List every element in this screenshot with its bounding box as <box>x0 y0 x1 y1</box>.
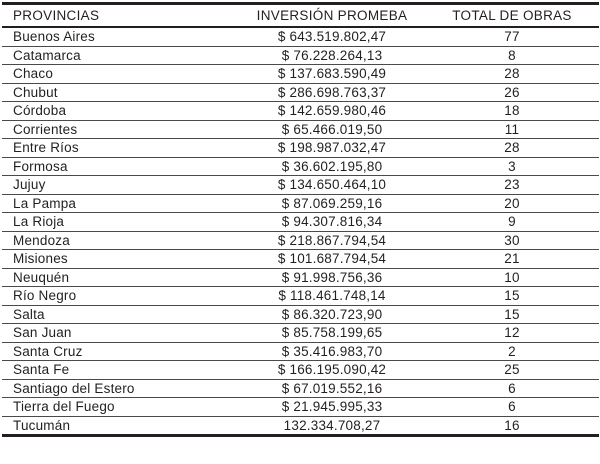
cell-provincia: Córdoba <box>2 101 239 121</box>
table-row: La Rioja $ 94.307.816,34 9 <box>2 212 599 232</box>
cell-inversion: $ 118.461.748,14 <box>239 286 425 306</box>
cell-inversion: $ 94.307.816,34 <box>239 212 425 232</box>
cell-provincia: Jujuy <box>2 175 239 195</box>
cell-provincia: La Pampa <box>2 194 239 213</box>
cell-provincia: Santa Fe <box>2 360 239 380</box>
cell-provincia: Formosa <box>2 157 239 176</box>
cell-inversion: 132.334.708,27 <box>283 417 381 433</box>
table-row: Córdoba $ 142.659.980,46 18 <box>2 101 599 121</box>
table-row: Corrientes $ 65.466.019,50 11 <box>2 120 599 139</box>
cell-provincia: Buenos Aires <box>2 27 239 47</box>
cell-provincia: Río Negro <box>2 286 239 306</box>
table-row: Buenos Aires $ 643.519.802,47 77 <box>2 27 599 47</box>
cell-provincia: Misiones <box>2 249 239 269</box>
cell-provincia: Tucumán <box>13 417 71 433</box>
cell-inversion: $ 86.320.723,90 <box>239 305 425 324</box>
cell-obras: 6 <box>425 379 599 398</box>
cell-obras: 21 <box>425 249 599 269</box>
table-row: Santiago del Estero $ 67.019.552,16 6 <box>2 379 599 398</box>
cell-provincia: La Rioja <box>2 212 239 232</box>
table-row: Salta $ 86.320.723,90 15 <box>2 305 599 324</box>
cell-provincia: Chaco <box>2 64 239 84</box>
cell-obras: 77 <box>425 27 599 47</box>
cell-obras: 26 <box>425 83 599 102</box>
table-row: Chubut $ 286.698.763,37 26 <box>2 83 599 102</box>
cell-inversion: $ 67.019.552,16 <box>239 379 425 398</box>
table-row: Entre Ríos $ 198.987.032,47 28 <box>2 138 599 158</box>
cell-inversion: $ 137.683.590,49 <box>239 64 425 84</box>
header-total-de-obras: TOTAL DE OBRAS <box>425 3 599 28</box>
cell-provincia: Neuquén <box>2 268 239 287</box>
cell-inversion: $ 87.069.259,16 <box>239 194 425 213</box>
cell-obras: 9 <box>425 212 599 232</box>
header-row: PROVINCIAS INVERSIÓN PROMEBA TOTAL DE OB… <box>2 3 599 28</box>
cell-inversion: $ 286.698.763,37 <box>239 83 425 102</box>
cell-inversion: $ 142.659.980,46 <box>239 101 425 121</box>
cell-obras: 16 <box>504 417 520 433</box>
table-row: San Juan $ 85.758.199,65 12 <box>2 323 599 343</box>
cell-provincia: San Juan <box>2 323 239 343</box>
cell-obras: 28 <box>425 138 599 158</box>
cell-inversion: $ 134.650.464,10 <box>239 175 425 195</box>
table-row: Misiones $ 101.687.794,54 21 <box>2 249 599 269</box>
cell-obras: 28 <box>425 64 599 84</box>
table-row: Santa Cruz $ 35.416.983,70 2 <box>2 342 599 361</box>
table-row: La Pampa $ 87.069.259,16 20 <box>2 194 599 213</box>
cell-inversion: $ 85.758.199,65 <box>239 323 425 343</box>
cell-provincia: Santa Cruz <box>2 342 239 361</box>
cell-obras: 11 <box>425 120 599 139</box>
provincias-investment-table: PROVINCIAS INVERSIÓN PROMEBA TOTAL DE OB… <box>2 2 599 437</box>
cell-obras: 8 <box>425 46 599 65</box>
cell-provincia: Mendoza <box>2 231 239 250</box>
table-row: Santa Fe $ 166.195.090,42 25 <box>2 360 599 380</box>
cell-inversion: $ 101.687.794,54 <box>239 249 425 269</box>
cell-obras: 23 <box>425 175 599 195</box>
table-row: Neuquén $ 91.998.756,36 10 <box>2 268 599 287</box>
cell-inversion: $ 218.867.794,54 <box>239 231 425 250</box>
table-row: Tucumán 132.334.708,27 16 <box>2 416 599 436</box>
cell-obras: 12 <box>425 323 599 343</box>
cell-obras: 30 <box>425 231 599 250</box>
table-row: Catamarca $ 76.228.264,13 8 <box>2 46 599 65</box>
header-provincias: PROVINCIAS <box>2 3 239 28</box>
table-row: Jujuy $ 134.650.464,10 23 <box>2 175 599 195</box>
cell-inversion: $ 166.195.090,42 <box>239 360 425 380</box>
cell-inversion: $ 35.416.983,70 <box>239 342 425 361</box>
cell-provincia: Santiago del Estero <box>2 379 239 398</box>
cell-obras: 6 <box>425 397 599 417</box>
cell-obras: 20 <box>425 194 599 213</box>
cell-inversion: $ 76.228.264,13 <box>239 46 425 65</box>
cell-provincia: Salta <box>2 305 239 324</box>
cell-obras: 25 <box>425 360 599 380</box>
cell-inversion: $ 198.987.032,47 <box>239 138 425 158</box>
cell-provincia: Tierra del Fuego <box>2 397 239 417</box>
cell-inversion: $ 21.945.995,33 <box>239 397 425 417</box>
cell-obras: 2 <box>425 342 599 361</box>
cell-obras: 3 <box>425 157 599 176</box>
cell-obras: 18 <box>425 101 599 121</box>
table-header: PROVINCIAS INVERSIÓN PROMEBA TOTAL DE OB… <box>2 3 599 28</box>
cell-obras: 15 <box>425 286 599 306</box>
cell-obras: 10 <box>425 268 599 287</box>
table-body: Buenos Aires $ 643.519.802,47 77 Catamarca $… <box>2 27 599 436</box>
cell-provincia: Chubut <box>2 83 239 102</box>
table-row: Formosa $ 36.602.195,80 3 <box>2 157 599 176</box>
header-inversion-promeba: INVERSIÓN PROMEBA <box>239 3 425 28</box>
cell-inversion: $ 36.602.195,80 <box>239 157 425 176</box>
cell-inversion: $ 65.466.019,50 <box>239 120 425 139</box>
table-row: Mendoza $ 218.867.794,54 30 <box>2 231 599 250</box>
cell-provincia: Corrientes <box>2 120 239 139</box>
cell-provincia: Entre Ríos <box>2 138 239 158</box>
cell-obras: 15 <box>425 305 599 324</box>
table-row: Chaco $ 137.683.590,49 28 <box>2 64 599 84</box>
table-row: Río Negro $ 118.461.748,14 15 <box>2 286 599 306</box>
cell-provincia: Catamarca <box>2 46 239 65</box>
cell-inversion: $ 91.998.756,36 <box>239 268 425 287</box>
table-row: Tierra del Fuego $ 21.945.995,33 6 <box>2 397 599 417</box>
cell-inversion: $ 643.519.802,47 <box>239 27 425 47</box>
